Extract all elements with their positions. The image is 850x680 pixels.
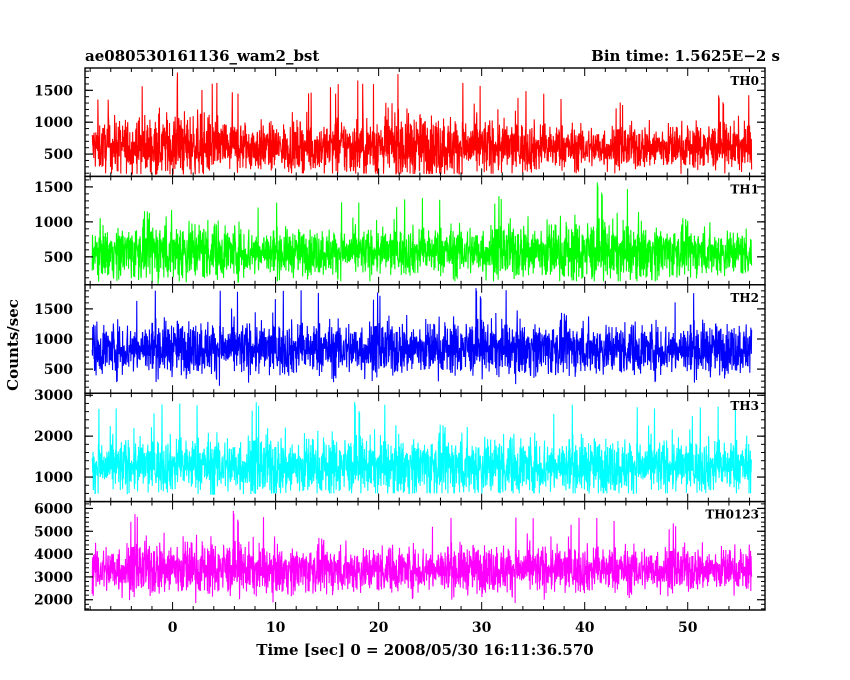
y-tick-label: 500 [44, 362, 73, 378]
series-line-th0123-0 [91, 510, 753, 603]
y-tick-label: 4000 [34, 547, 73, 563]
panel-label-th3: TH3 [730, 399, 759, 413]
panel-label-th0: TH0 [730, 74, 759, 88]
series-line-th3-0 [91, 401, 753, 495]
x-tick-label: 20 [369, 620, 389, 636]
panel-label-th1: TH1 [730, 182, 759, 196]
y-tick-label: 3000 [34, 570, 73, 586]
x-tick-label: 40 [575, 620, 595, 636]
y-tick-label: 2000 [34, 593, 73, 609]
panel-label-th2: TH2 [730, 291, 759, 305]
y-axis-label: Counts/sec [4, 299, 22, 391]
y-tick-label: 500 [44, 147, 73, 163]
x-axis-label: Time [sec] 0 = 2008/05/30 16:11:36.570 [256, 641, 593, 659]
y-tick-label: 1000 [34, 115, 73, 131]
panel-th0123: 2000 3000 4000 5000 6000 TH0123 [34, 500, 766, 611]
panel-label-th0123: TH0123 [705, 508, 759, 522]
y-tick-label: 6000 [34, 501, 73, 517]
y-tick-label: 1000 [34, 332, 73, 348]
y-tick-label: 1000 [34, 215, 73, 231]
x-tick-label: 50 [678, 620, 698, 636]
y-tick-label: 1500 [34, 83, 73, 99]
panel-th2: 500 1000 1500 TH2 [34, 284, 766, 394]
y-tick-label: 1500 [34, 302, 73, 318]
y-tick-label: 3000 [34, 388, 73, 404]
panel-th0: 500 1000 1500 TH0 [34, 67, 766, 178]
x-tick-label: 10 [266, 620, 286, 636]
panel-frame [84, 500, 766, 611]
series-line-th0-0 [91, 72, 753, 175]
panel-th1: 500 1000 1500 TH1 [34, 175, 766, 286]
y-tick-label: 1500 [34, 180, 73, 196]
x-axis: 0 10 20 30 40 50 [168, 620, 698, 636]
panel-frame [84, 284, 766, 394]
chart-title: ae080530161136_wam2_bst [85, 47, 319, 65]
bin-time-label: Bin time: 1.5625E−2 s [591, 47, 780, 65]
y-tick-label: 5000 [34, 524, 73, 540]
y-tick-label: 500 [44, 250, 73, 266]
series-line-th2-0 [91, 288, 753, 386]
y-tick-label: 1000 [34, 470, 73, 486]
panel-stack: 500 1000 1500 TH0 500 1000 1500 TH1 500 1000 1500 T… [34, 67, 766, 611]
panel-th3: 1000 2000 3000 TH3 [34, 388, 766, 503]
y-tick-label: 2000 [34, 429, 73, 445]
x-tick-label: 30 [472, 620, 492, 636]
series-line-th1-0 [91, 182, 753, 284]
x-tick-label: 0 [168, 620, 178, 636]
